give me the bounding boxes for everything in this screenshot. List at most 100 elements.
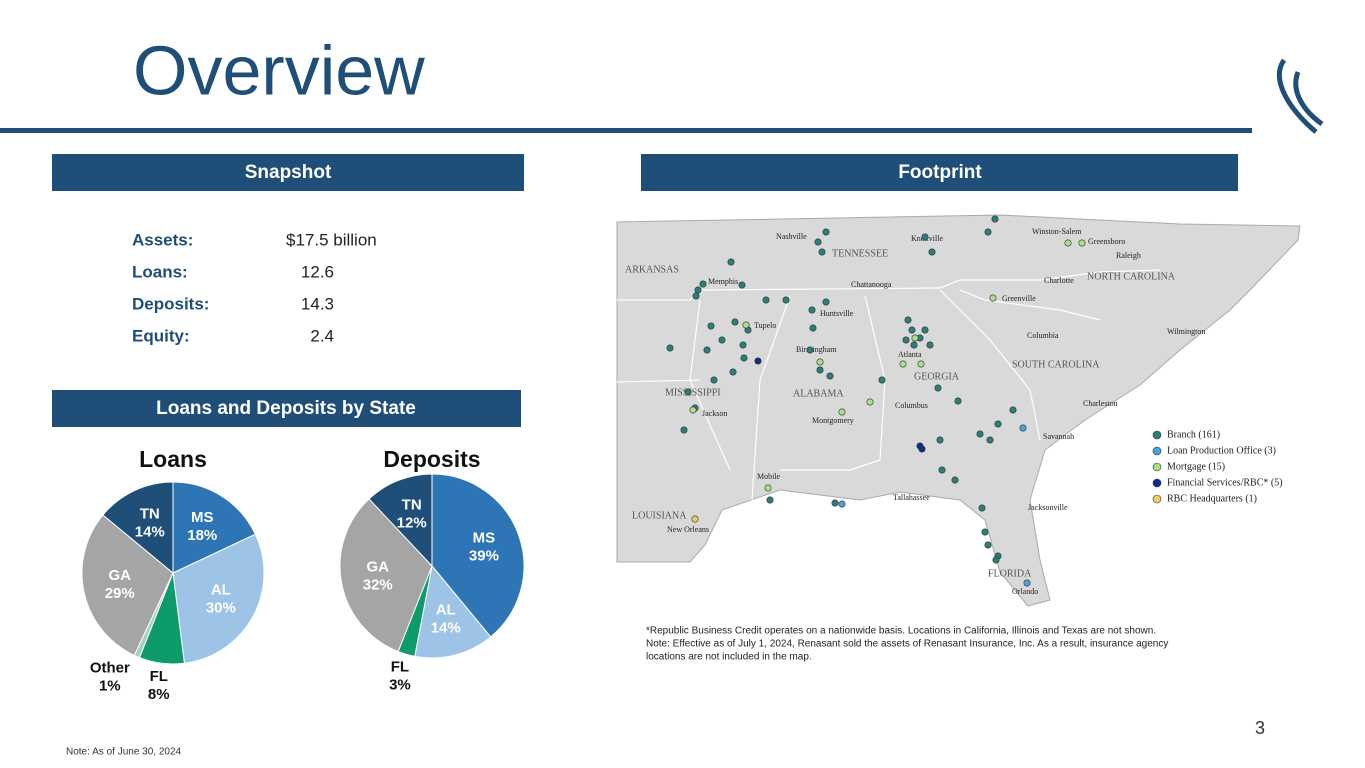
city-label: Savannah [1043,432,1074,441]
legend-marker [1152,446,1162,456]
location-dot [816,358,824,366]
state-label: TENNESSEE [832,248,888,259]
pie-slice [102,481,174,575]
slice-value: 29% [105,585,135,602]
city-label: Columbia [1027,331,1059,340]
location-dot [1019,424,1027,432]
location-dot [766,496,774,504]
location-dot [703,346,711,354]
location-dot [822,228,830,236]
page-number: 3 [1255,718,1265,738]
legend-marker [1152,494,1162,504]
location-dot [809,324,817,332]
slice-value: 14% [431,619,461,636]
legend-label: RBC Headquarters (1) [1167,493,1257,504]
location-dot [934,384,942,392]
location-dot [986,436,994,444]
state-label: LOUISIANA [632,510,687,521]
location-dot [818,248,826,256]
chart-title: Deposits [383,446,480,472]
map [616,214,1301,607]
city-label: Tupelo [754,321,776,330]
city-label: Jackson [702,409,727,418]
location-dot [1023,579,1031,587]
location-dot [994,420,1002,428]
city-label: Tallahassee [893,493,930,502]
slice-value: 12% [397,515,427,532]
location-dot [921,233,929,241]
location-dot [984,541,992,549]
city-label: Montgomery [812,416,854,425]
state-label: FLORIDA [988,568,1032,579]
snapshot-label: Equity: [132,326,190,345]
slice-label: TN [402,497,422,514]
location-dot [911,334,919,342]
city-label: Nashville [776,232,807,241]
location-dot [926,341,934,349]
location-dot [992,556,1000,564]
location-dot [938,466,946,474]
pie-slice [431,473,525,638]
legend-marker [1152,478,1162,488]
section-header [52,154,524,191]
slice-value: 14% [135,524,165,541]
legend-label: Financial Services/RBC* (5) [1167,477,1283,488]
location-dot [951,476,959,484]
city-label: Jacksonville [1028,503,1068,512]
legend-label: Mortgage (15) [1167,461,1225,472]
state-label: MISSISSIPPI [665,387,721,398]
location-dot [899,360,907,368]
slice-value: 18% [187,527,217,544]
slice-value: 3% [389,676,411,693]
location-dot [680,426,688,434]
city-label: Huntsville [820,309,854,318]
city-label: Memphis [708,277,738,286]
pie-slice [172,481,257,574]
slice-label: AL [436,601,456,618]
location-dot [694,286,702,294]
page-title: Overview [133,31,425,109]
location-dot [928,248,936,256]
city-label: Birmingham [796,345,837,354]
snapshot-value: 14.3 [301,294,334,313]
location-dot [831,499,839,507]
location-dot [816,366,824,374]
section-header [52,390,521,427]
snapshot-value: $17.5 billion [286,230,377,249]
location-dot [991,215,999,223]
location-dot [826,372,834,380]
legend-marker [1152,430,1162,440]
footnote: Note: Effective as of July 1, 2024, Rena… [646,639,1168,650]
city-label: Winston-Salem [1032,227,1082,236]
pie-slice [172,533,265,664]
slice-label: GA [108,567,131,584]
location-dot [981,528,989,536]
chart-title: Loans [139,446,207,472]
legend-label: Branch (161) [1167,429,1220,440]
snapshot-label: Assets: [132,230,193,249]
location-dot [754,357,762,365]
legend-marker [1152,462,1162,472]
slice-value: 1% [99,677,121,694]
footer-note: Note: As of June 30, 2024 [66,747,182,758]
location-dot [691,515,699,523]
location-dot [878,376,886,384]
location-dot [984,228,992,236]
location-dot [684,388,692,396]
state-label: SOUTH CAROLINA [1012,359,1100,370]
city-label: Greenville [1002,294,1036,303]
location-dot [904,316,912,324]
location-dot [814,238,822,246]
location-dot [989,294,997,302]
location-dot [936,436,944,444]
city-label: New Orleans [667,525,709,534]
city-label: Atlanta [898,350,922,359]
location-dot [710,376,718,384]
snapshot-label: Loans: [132,262,188,281]
location-dot [917,360,925,368]
slice-label: AL [211,581,231,598]
location-dot [1078,239,1086,247]
slice-label: MS [473,529,496,546]
state-label: ALABAMA [793,388,844,399]
location-dot [742,321,750,329]
